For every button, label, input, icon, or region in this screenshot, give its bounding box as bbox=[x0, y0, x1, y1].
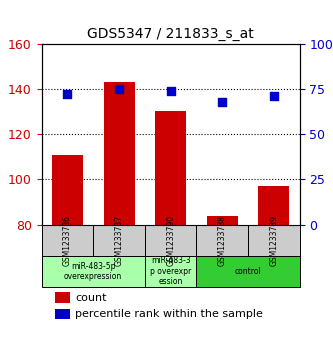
Bar bbox=[104, 82, 135, 225]
Text: miR-483-3
p overexpr
ession: miR-483-3 p overexpr ession bbox=[150, 256, 191, 286]
Text: count: count bbox=[75, 293, 107, 303]
Point bbox=[65, 91, 70, 97]
Bar bbox=[207, 216, 238, 225]
Title: GDS5347 / 211833_s_at: GDS5347 / 211833_s_at bbox=[87, 27, 254, 41]
Text: GSM1233790: GSM1233790 bbox=[166, 215, 175, 266]
Text: miR-483-5p
overexpression: miR-483-5p overexpression bbox=[64, 262, 122, 281]
Text: GSM1233787: GSM1233787 bbox=[115, 215, 124, 266]
Text: GSM1233786: GSM1233786 bbox=[63, 215, 72, 266]
FancyBboxPatch shape bbox=[145, 225, 196, 256]
Text: GSM1233789: GSM1233789 bbox=[269, 215, 278, 266]
FancyBboxPatch shape bbox=[42, 256, 145, 287]
FancyBboxPatch shape bbox=[196, 225, 248, 256]
Bar bbox=[55, 309, 70, 319]
FancyBboxPatch shape bbox=[248, 225, 300, 256]
Point bbox=[271, 93, 277, 99]
Text: GSM1233788: GSM1233788 bbox=[218, 215, 227, 266]
Point bbox=[220, 99, 225, 105]
FancyBboxPatch shape bbox=[145, 256, 196, 287]
Bar bbox=[258, 186, 289, 225]
Point bbox=[117, 86, 122, 92]
Bar bbox=[52, 155, 83, 225]
Point bbox=[168, 88, 173, 94]
FancyBboxPatch shape bbox=[42, 225, 93, 256]
FancyBboxPatch shape bbox=[196, 256, 300, 287]
Bar bbox=[55, 292, 70, 303]
Bar bbox=[155, 111, 186, 225]
FancyBboxPatch shape bbox=[93, 225, 145, 256]
Text: control: control bbox=[235, 267, 261, 276]
Text: percentile rank within the sample: percentile rank within the sample bbox=[75, 309, 263, 319]
